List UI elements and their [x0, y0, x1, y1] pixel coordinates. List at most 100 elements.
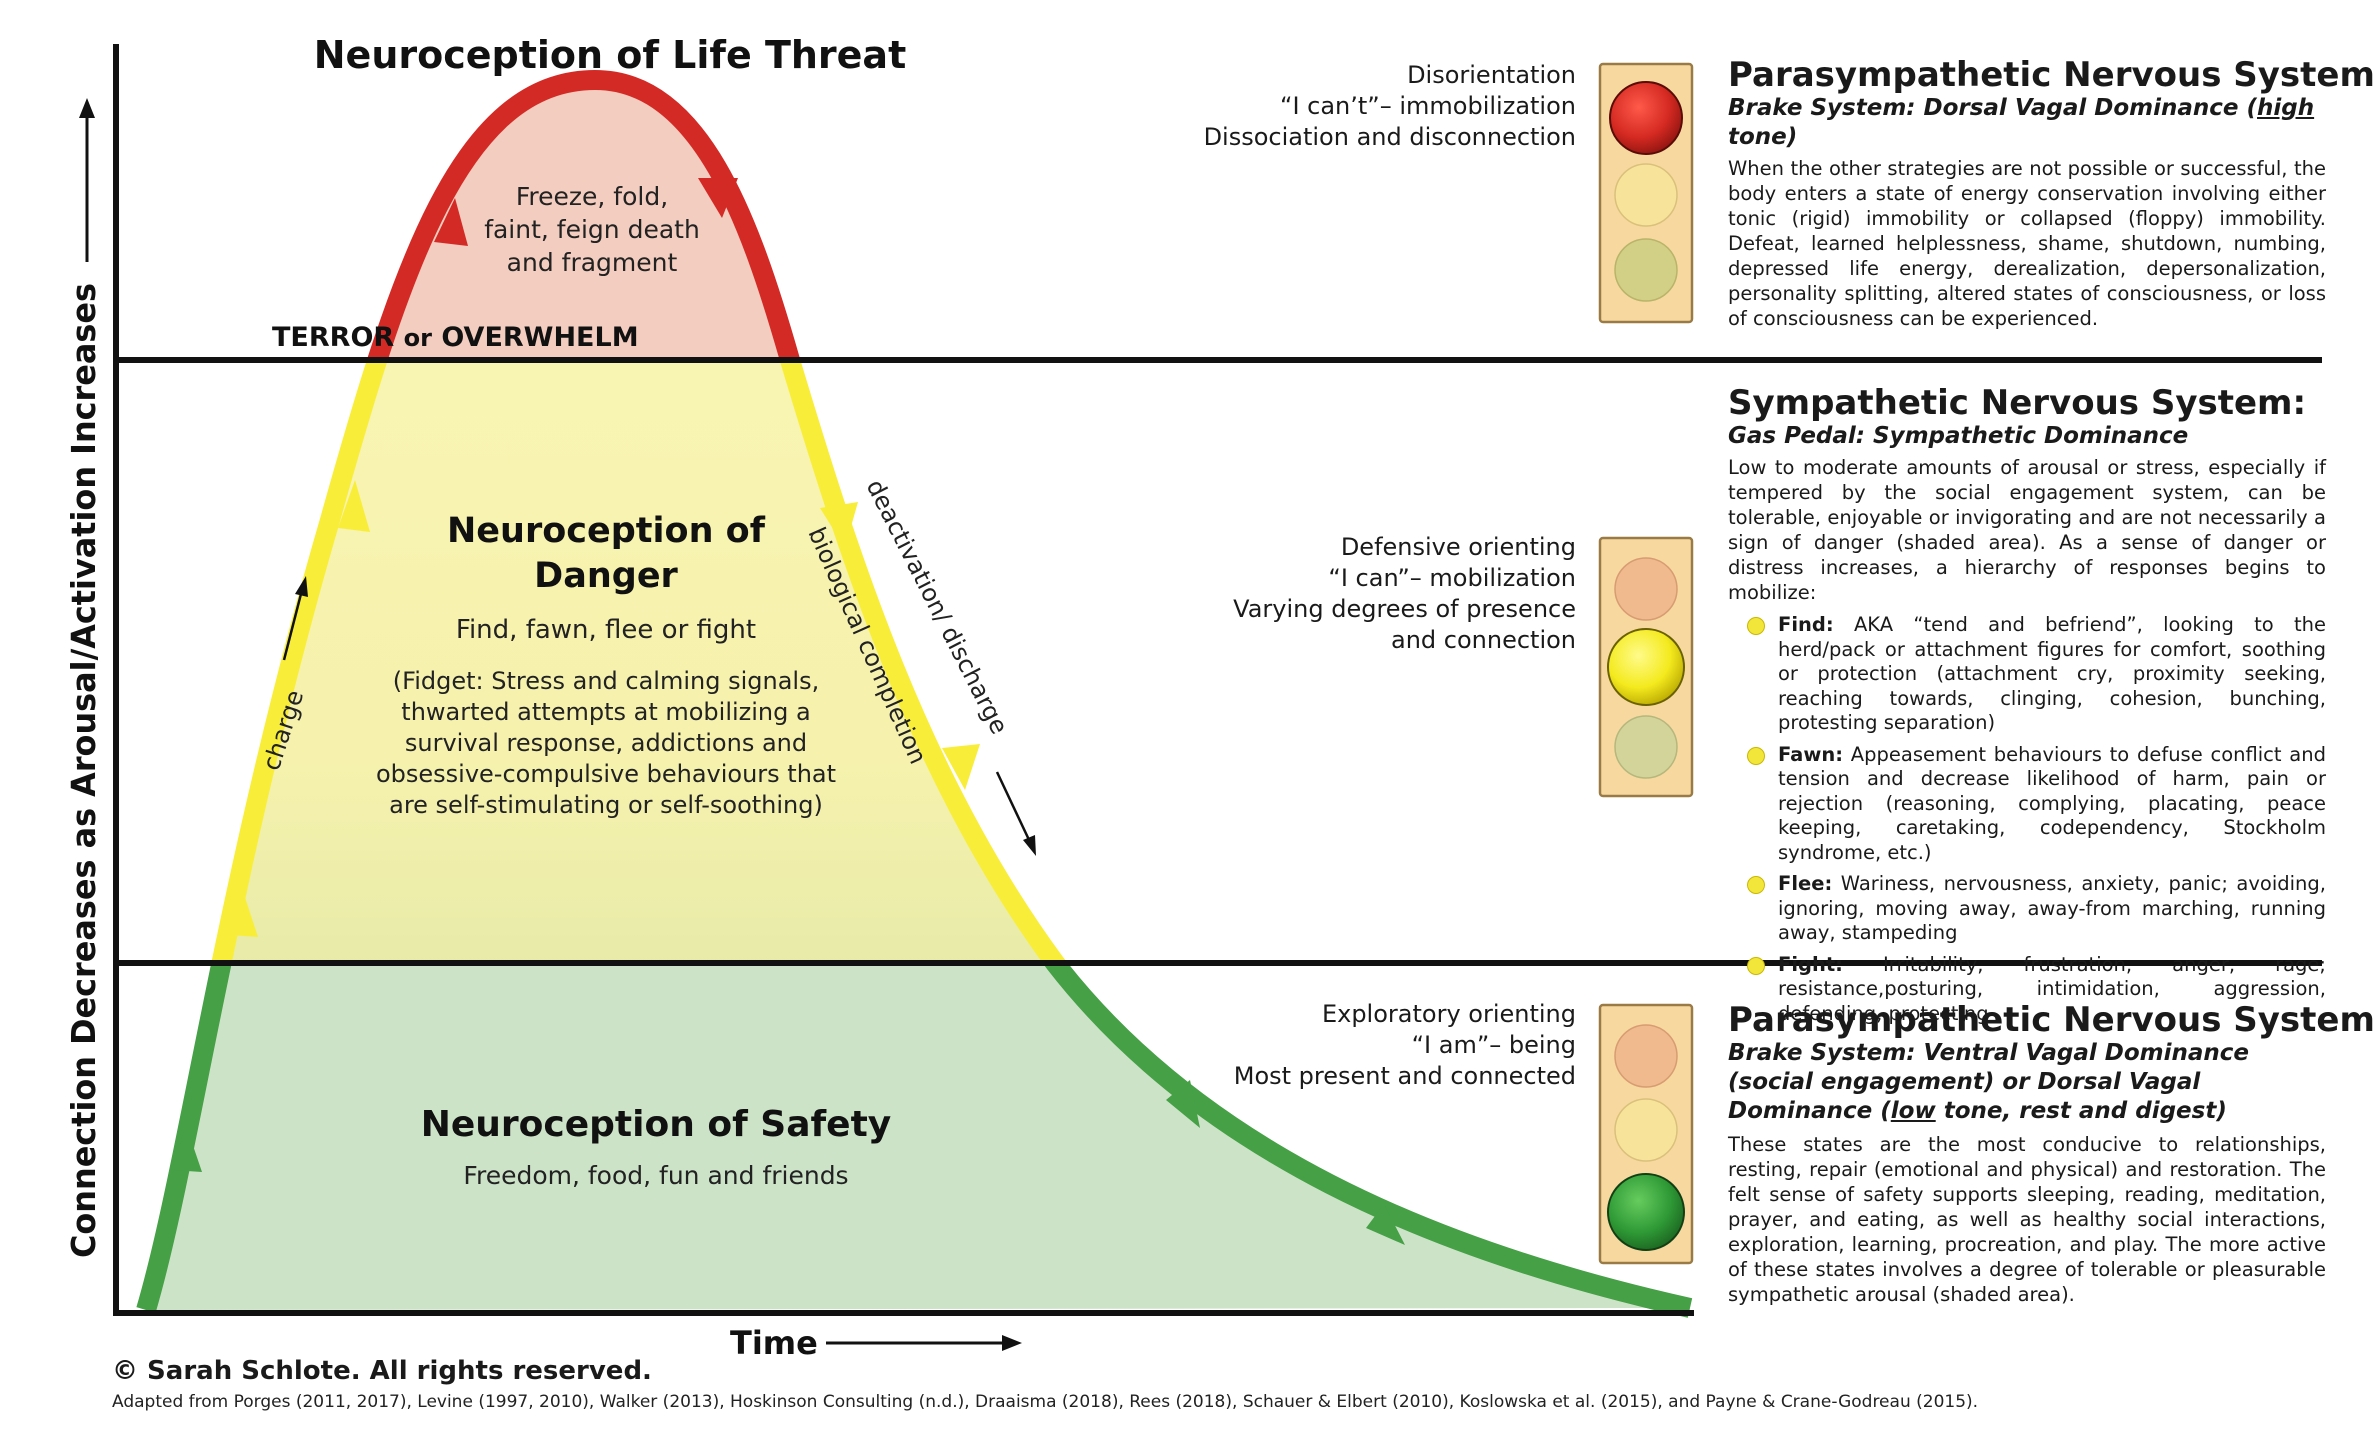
- response-fight-text: Irritability, frustration, anger, rage; …: [1778, 952, 2326, 1025]
- section-ventral-title: Parasympathetic Nervous System:: [1728, 1000, 2374, 1040]
- section-dorsal-body: When the other strategies are not possib…: [1728, 157, 2326, 330]
- response-list: Find: AKA “tend and befriend”, looking t…: [1728, 613, 2326, 1026]
- peak-text-1: Freeze, fold,: [516, 182, 668, 211]
- section-sympathetic-subtitle: Gas Pedal: Sympathetic Dominance: [1728, 423, 2189, 449]
- deactivation-arrow-line: [995, 771, 1032, 843]
- response-flee-name: Flee:: [1778, 872, 1833, 895]
- state-bottom-line-1: Exploratory orienting: [1321, 1000, 1576, 1028]
- traffic-light-top: [1598, 62, 1694, 324]
- state-middle: Defensive orienting “I can”– mobilizatio…: [1233, 532, 1576, 656]
- state-bottom-line-2: “I am”– being: [1411, 1031, 1576, 1059]
- arrowhead-yellow-down-1: [820, 502, 858, 548]
- section-dorsal-title: Parasympathetic Nervous System:: [1728, 55, 2374, 95]
- bullet-dot-icon: [1747, 956, 1765, 975]
- traffic-light-middle: [1598, 536, 1694, 798]
- arrowhead-green-up: [172, 1125, 202, 1172]
- section-sympathetic-title: Sympathetic Nervous System:: [1728, 383, 2307, 423]
- section-dorsal-subtitle-a: Brake System: Dorsal Vagal Dominance (: [1728, 95, 2257, 121]
- light-green: [1614, 238, 1678, 302]
- terror-label-a: TERROR: [272, 322, 404, 353]
- bullet-dot-icon: [1747, 617, 1765, 635]
- arrowhead-yellow-up-2: [338, 480, 370, 532]
- danger-note-1: (Fidget: Stress and calming signals,: [393, 667, 819, 695]
- arrowhead-green-down-2: [1366, 1204, 1405, 1245]
- response-fight: Fight: Irritability, frustration, anger,…: [1728, 953, 2326, 1027]
- section-ventral-subtitle-underline: low: [1890, 1098, 1936, 1124]
- response-find: Find: AKA “tend and befriend”, looking t…: [1728, 613, 2326, 736]
- light-yellow: [1614, 1098, 1678, 1162]
- curve-fill: [146, 80, 1690, 1310]
- response-fawn-name: Fawn:: [1778, 742, 1844, 766]
- response-flee-text: Wariness, nervousness, anxiety, panic; a…: [1778, 872, 2326, 944]
- section-dorsal: Parasympathetic Nervous System: Brake Sy…: [1728, 55, 2374, 331]
- section-ventral-subtitle-b: tone, rest and digest): [1935, 1098, 2227, 1124]
- state-top-line-1: Disorientation: [1407, 61, 1576, 89]
- bullet-dot-icon: [1747, 746, 1765, 765]
- response-fawn-text: Appeasement behaviours to defuse conflic…: [1778, 742, 2326, 864]
- peak-text-3: and fragment: [507, 248, 678, 277]
- y-axis-arrowhead: [79, 98, 95, 118]
- safety-subtitle: Freedom, food, fun and friends: [463, 1161, 848, 1190]
- response-find-text: AKA “tend and befriend”, looking to the …: [1778, 613, 2326, 734]
- section-ventral-body: These states are the most conducive to r…: [1728, 1133, 2326, 1306]
- adapted-from: Adapted from Porges (2011, 2017), Levine…: [112, 1392, 1979, 1412]
- light-red: [1609, 81, 1683, 155]
- x-axis-label: Time: [730, 1324, 818, 1362]
- state-bottom-line-3: Most present and connected: [1233, 1062, 1576, 1090]
- arousal-curve: [136, 69, 1693, 1318]
- section-ventral: Parasympathetic Nervous System: Brake Sy…: [1728, 1000, 2374, 1307]
- section-dorsal-subtitle-underline: high: [2257, 95, 2315, 121]
- section-dorsal-subtitle: Brake System: Dorsal Vagal Dominance (hi…: [1728, 94, 2326, 152]
- state-middle-line-1: Defensive orienting: [1340, 533, 1576, 561]
- bullet-dot-icon: [1747, 876, 1765, 894]
- state-bottom: Exploratory orienting “I am”– being Most…: [1234, 999, 1576, 1092]
- y-axis-label: Connection Decreases as Arousal/Activati…: [64, 283, 103, 1258]
- state-top-line-3: Dissociation and disconnection: [1203, 123, 1576, 151]
- peak-text-2: faint, feign death: [484, 215, 700, 244]
- arrowhead-green-down-1: [1166, 1080, 1200, 1128]
- x-axis-arrowhead: [1002, 1335, 1022, 1351]
- response-fight-name: Fight:: [1778, 952, 1843, 976]
- arrowhead-red-down: [698, 178, 738, 218]
- safety-title: Neuroception of Safety: [421, 1104, 892, 1145]
- section-sympathetic-body: Low to moderate amounts of arousal or st…: [1728, 456, 2326, 604]
- light-green: [1607, 1173, 1685, 1251]
- terror-label-or: or: [404, 324, 432, 352]
- danger-note-3: survival response, addictions and: [405, 729, 807, 757]
- section-ventral-subtitle-a: Brake System: Ventral Vagal Dominance (s…: [1728, 1040, 2249, 1124]
- danger-note-4: obsessive-compulsive behaviours that: [376, 760, 836, 788]
- charge-arrow-line: [282, 589, 304, 661]
- charge-arrowhead: [295, 576, 308, 597]
- danger-title-1: Neuroception of: [447, 511, 766, 551]
- copyright: © Sarah Schlote. All rights reserved.: [112, 1356, 652, 1386]
- light-red: [1614, 557, 1678, 621]
- danger-subtitle: Find, fawn, flee or fight: [456, 615, 756, 645]
- arrowhead-yellow-down-2: [942, 744, 980, 790]
- response-fawn: Fawn: Appeasement behaviours to defuse c…: [1728, 743, 2326, 866]
- section-ventral-subtitle: Brake System: Ventral Vagal Dominance (s…: [1728, 1039, 2326, 1126]
- danger-note-2: thwarted attempts at mobilizing a: [401, 698, 810, 726]
- section-sympathetic: Sympathetic Nervous System: Gas Pedal: S…: [1728, 384, 2326, 1033]
- light-yellow: [1614, 163, 1678, 227]
- terror-label-b: OVERWHELM: [432, 322, 639, 353]
- light-yellow: [1607, 628, 1685, 706]
- deactivation-arrowhead: [1023, 835, 1036, 856]
- arrowhead-yellow-up-1: [228, 888, 258, 937]
- response-find-name: Find:: [1778, 613, 1834, 636]
- section-dorsal-subtitle-b: tone): [1728, 124, 1798, 150]
- danger-title-2: Danger: [534, 556, 678, 596]
- state-top: Disorientation “I can’t”– immobilization…: [1204, 60, 1576, 153]
- terror-label: TERROR or OVERWHELM: [272, 322, 639, 353]
- state-middle-line-2: “I can”– mobilization: [1328, 564, 1576, 592]
- light-red: [1614, 1024, 1678, 1088]
- state-top-line-2: “I can’t”– immobilization: [1280, 92, 1576, 120]
- traffic-light-bottom: [1598, 1003, 1694, 1265]
- curve-arrowheads: [172, 178, 1405, 1245]
- danger-note-5: are self-stimulating or self-soothing): [389, 791, 823, 819]
- peak-title: Neuroception of Life Threat: [314, 33, 907, 77]
- response-flee: Flee: Wariness, nervousness, anxiety, pa…: [1728, 872, 2326, 946]
- state-middle-line-4: and connection: [1390, 626, 1576, 654]
- arrowhead-red-up: [434, 198, 468, 246]
- light-green: [1614, 715, 1678, 779]
